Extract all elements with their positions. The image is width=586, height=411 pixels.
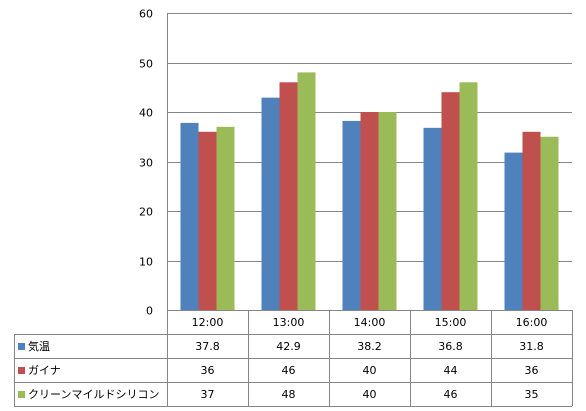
data-label: 38.2 <box>357 340 382 353</box>
series-name: クリーンマイルドシリコン <box>28 388 159 401</box>
bar <box>216 126 235 310</box>
data-label: 37.8 <box>195 340 220 353</box>
y-tick-label: 60 <box>139 8 153 21</box>
data-label: 46 <box>444 388 458 401</box>
bar <box>279 82 298 310</box>
bar <box>297 72 316 311</box>
y-tick-label: 10 <box>139 256 153 269</box>
data-label: 48 <box>282 388 296 401</box>
bar <box>459 82 478 310</box>
y-tick-label: 20 <box>139 206 153 219</box>
legend-swatch <box>18 343 25 350</box>
series-name: 気温 <box>28 339 50 353</box>
data-label: 42.9 <box>276 340 301 353</box>
bar <box>261 97 280 311</box>
data-label: 31.8 <box>519 340 544 353</box>
category-label: 16:00 <box>516 316 548 329</box>
data-label: 37 <box>201 388 215 401</box>
data-label: 36 <box>525 364 539 377</box>
category-label: 15:00 <box>435 316 467 329</box>
series-name: ガイナ <box>28 364 61 377</box>
y-tick-label: 50 <box>139 58 153 71</box>
bar <box>198 131 217 310</box>
bar <box>504 152 523 310</box>
legend-swatch <box>18 367 25 374</box>
data-label: 35 <box>525 388 539 401</box>
data-label: 44 <box>444 364 458 377</box>
y-tick-label: 0 <box>146 305 153 318</box>
bar <box>180 122 199 310</box>
data-label: 40 <box>363 388 377 401</box>
y-tick-label: 30 <box>139 157 153 170</box>
bar <box>360 112 379 310</box>
data-label: 36 <box>201 364 215 377</box>
legend-swatch <box>18 391 25 398</box>
data-label: 36.8 <box>438 340 463 353</box>
bar <box>342 120 361 310</box>
y-axis-ticks: 0 10 20 30 40 50 60 <box>139 8 153 318</box>
bar <box>522 131 541 310</box>
bar <box>423 127 442 310</box>
bar <box>540 136 559 310</box>
category-label: 12:00 <box>192 316 224 329</box>
category-label: 14:00 <box>354 316 386 329</box>
bars <box>180 72 559 311</box>
data-table: 12:00 13:00 14:00 15:00 16:00 気温 37.8 42.9 38.2 3… <box>14 310 573 407</box>
bar <box>378 112 397 310</box>
bar <box>441 92 460 310</box>
category-label: 13:00 <box>273 316 305 329</box>
y-tick-label: 40 <box>139 107 153 120</box>
data-label: 46 <box>282 364 296 377</box>
data-label: 40 <box>363 364 377 377</box>
